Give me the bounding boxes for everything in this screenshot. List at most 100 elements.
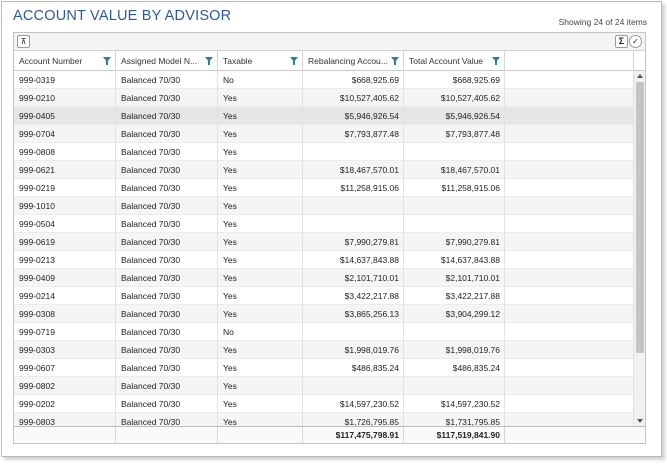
table-row[interactable]: 999-0607 Balanced 70/30 Yes $486,835.24 $486… <box>14 359 634 377</box>
vertical-scrollbar[interactable] <box>633 71 645 426</box>
cell-rebalancing-value <box>303 377 404 395</box>
column-header-label: Rebalancing Accou... <box>308 56 388 66</box>
scroll-down-icon[interactable] <box>637 419 643 423</box>
footer-cell-empty <box>14 427 116 443</box>
column-header-account-number[interactable]: Account Number <box>14 51 116 71</box>
cell-account-number: 999-0219 <box>14 179 116 197</box>
cell-total-account-value: $668,925.69 <box>404 71 505 89</box>
cell-account-number: 999-0621 <box>14 161 116 179</box>
cell-rebalancing-value: $7,990,279.81 <box>303 233 404 251</box>
table-row[interactable]: 999-0405 Balanced 70/30 Yes $5,946,926.54 $5… <box>14 107 634 125</box>
cell-account-number: 999-0409 <box>14 269 116 287</box>
cell-assigned-model: Balanced 70/30 <box>116 251 218 269</box>
cell-account-number: 999-0803 <box>14 413 116 426</box>
filter-icon[interactable] <box>103 57 111 65</box>
cell-account-number: 999-0504 <box>14 215 116 233</box>
table-row[interactable]: 999-0202 Balanced 70/30 Yes $14,597,230.52 $… <box>14 395 634 413</box>
item-count: Showing 24 of 24 items <box>558 17 647 27</box>
table-row[interactable]: 999-0303 Balanced 70/30 Yes $1,998,019.76 $1… <box>14 341 634 359</box>
cell-rebalancing-value: $5,946,926.54 <box>303 107 404 125</box>
table-row[interactable]: 999-0409 Balanced 70/30 Yes $2,101,710.01 $2… <box>14 269 634 287</box>
total-account-value: $117,519,841.90 <box>404 427 505 443</box>
table-row[interactable]: 999-0619 Balanced 70/30 Yes $7,990,279.81 $7… <box>14 233 634 251</box>
cell-taxable: Yes <box>218 161 303 179</box>
column-header-total-account-value[interactable]: Total Account Value <box>404 51 505 71</box>
table-row[interactable]: 999-1010 Balanced 70/30 Yes <box>14 197 634 215</box>
filter-icon[interactable] <box>205 57 213 65</box>
cell-assigned-model: Balanced 70/30 <box>116 215 218 233</box>
column-header-label: Total Account Value <box>409 56 484 66</box>
cell-total-account-value: $3,422,217.88 <box>404 287 505 305</box>
sigma-icon[interactable]: Σ <box>615 35 628 48</box>
cell-rebalancing-value: $18,467,570.01 <box>303 161 404 179</box>
column-header-assigned-model[interactable]: Assigned Model N... <box>116 51 218 71</box>
cell-spacer <box>505 395 634 413</box>
table-row[interactable]: 999-0808 Balanced 70/30 Yes <box>14 143 634 161</box>
cell-taxable: Yes <box>218 269 303 287</box>
cell-spacer <box>505 287 634 305</box>
cell-spacer <box>505 377 634 395</box>
cell-spacer <box>505 107 634 125</box>
footer-cell-empty <box>218 427 303 443</box>
column-header-rebalancing-account[interactable]: Rebalancing Accou... <box>303 51 404 71</box>
cell-assigned-model: Balanced 70/30 <box>116 179 218 197</box>
cell-assigned-model: Balanced 70/30 <box>116 359 218 377</box>
data-grid: ⊼ Σ ✓ Account Number Assigned Model N...… <box>13 32 646 444</box>
cell-spacer <box>505 89 634 107</box>
scroll-up-icon[interactable] <box>637 74 643 78</box>
table-row[interactable]: 999-0621 Balanced 70/30 Yes $18,467,570.01 $… <box>14 161 634 179</box>
table-row[interactable]: 999-0319 Balanced 70/30 No $668,925.69 $668,… <box>14 71 634 89</box>
cell-taxable: Yes <box>218 233 303 251</box>
cell-spacer <box>505 125 634 143</box>
table-row[interactable]: 999-0504 Balanced 70/30 Yes <box>14 215 634 233</box>
column-header-taxable[interactable]: Taxable <box>218 51 303 71</box>
cell-total-account-value <box>404 323 505 341</box>
collapse-all-icon[interactable]: ⊼ <box>17 35 30 48</box>
table-row[interactable]: 999-0803 Balanced 70/30 Yes $1,726,795.85 $1… <box>14 413 634 426</box>
grid-toolbar: ⊼ Σ ✓ <box>14 33 645 51</box>
cell-taxable: Yes <box>218 395 303 413</box>
cell-taxable: Yes <box>218 197 303 215</box>
cell-taxable: Yes <box>218 215 303 233</box>
cell-account-number: 999-0202 <box>14 395 116 413</box>
cell-spacer <box>505 323 634 341</box>
table-row[interactable]: 999-0719 Balanced 70/30 No <box>14 323 634 341</box>
scrollbar-thumb[interactable] <box>636 82 644 353</box>
cell-rebalancing-value: $10,527,405.62 <box>303 89 404 107</box>
table-row[interactable]: 999-0308 Balanced 70/30 Yes $3,865,256.13 $3… <box>14 305 634 323</box>
cell-total-account-value <box>404 197 505 215</box>
cell-assigned-model: Balanced 70/30 <box>116 107 218 125</box>
cell-account-number: 999-0405 <box>14 107 116 125</box>
check-circle-icon[interactable]: ✓ <box>629 35 642 48</box>
table-row[interactable]: 999-0219 Balanced 70/30 Yes $11,258,915.06 $… <box>14 179 634 197</box>
cell-account-number: 999-0214 <box>14 287 116 305</box>
table-row[interactable]: 999-0213 Balanced 70/30 Yes $14,637,843.88 $… <box>14 251 634 269</box>
filter-icon[interactable] <box>290 57 298 65</box>
cell-rebalancing-value <box>303 323 404 341</box>
cell-spacer <box>505 413 634 426</box>
column-header-label: Taxable <box>223 56 253 66</box>
cell-spacer <box>505 269 634 287</box>
cell-account-number: 999-1010 <box>14 197 116 215</box>
cell-assigned-model: Balanced 70/30 <box>116 269 218 287</box>
grid-header: Account Number Assigned Model N... Taxab… <box>14 51 645 71</box>
cell-spacer <box>505 197 634 215</box>
cell-account-number: 999-0308 <box>14 305 116 323</box>
cell-taxable: No <box>218 71 303 89</box>
cell-total-account-value <box>404 143 505 161</box>
cell-total-account-value: $486,835.24 <box>404 359 505 377</box>
cell-assigned-model: Balanced 70/30 <box>116 233 218 251</box>
column-header-label: Assigned Model N... <box>121 56 198 66</box>
table-row[interactable]: 999-0210 Balanced 70/30 Yes $10,527,405.62 $… <box>14 89 634 107</box>
cell-rebalancing-value: $1,998,019.76 <box>303 341 404 359</box>
cell-taxable: Yes <box>218 89 303 107</box>
cell-taxable: Yes <box>218 251 303 269</box>
filter-icon[interactable] <box>391 57 399 65</box>
table-row[interactable]: 999-0704 Balanced 70/30 Yes $7,793,877.48 $7… <box>14 125 634 143</box>
filter-icon[interactable] <box>492 57 500 65</box>
table-row[interactable]: 999-0214 Balanced 70/30 Yes $3,422,217.88 $3… <box>14 287 634 305</box>
cell-account-number: 999-0719 <box>14 323 116 341</box>
table-row[interactable]: 999-0802 Balanced 70/30 Yes <box>14 377 634 395</box>
cell-spacer <box>505 233 634 251</box>
cell-rebalancing-value: $2,101,710.01 <box>303 269 404 287</box>
